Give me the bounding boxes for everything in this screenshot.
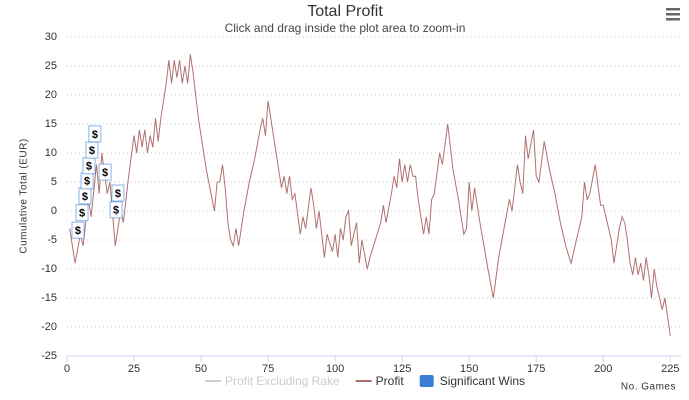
legend-item[interactable]: Profit	[355, 374, 405, 388]
menu-bar	[666, 18, 680, 21]
flag-box	[88, 125, 102, 143]
significant-win-flag: $	[109, 201, 123, 219]
legend-label: Significant Wins	[440, 374, 525, 388]
flag-box	[111, 184, 125, 202]
x-tick-label: 0	[64, 363, 70, 375]
significant-win-flag: $	[88, 125, 102, 143]
significant-win-flag: $	[75, 204, 89, 222]
chart-title: Total Profit	[307, 3, 383, 20]
legend-symbol	[419, 375, 434, 387]
significant-win-flag: $	[98, 163, 112, 181]
x-tick-label: 25	[128, 363, 140, 375]
y-tick-label: 15	[45, 118, 57, 130]
flag-text: $	[84, 176, 90, 188]
chart-subtitle: Click and drag inside the plot area to z…	[225, 21, 466, 35]
y-tick-label: -5	[47, 234, 57, 246]
flag-box	[109, 201, 123, 219]
x-tick-label: 200	[594, 363, 612, 375]
y-tick-label: 5	[51, 176, 57, 188]
significant-win-flag: $	[78, 187, 92, 205]
y-tick-label: -25	[41, 350, 57, 362]
y-tick-label: 25	[45, 60, 57, 72]
legend-label: Profit Excluding Rake	[225, 374, 340, 388]
significant-win-flag: $	[80, 172, 94, 190]
x-tick-label: 125	[393, 363, 411, 375]
flag-text: $	[113, 205, 119, 217]
menu-button[interactable]	[664, 6, 682, 24]
flag-text: $	[86, 161, 92, 173]
significant-win-flag: $	[111, 184, 125, 202]
flag-box	[71, 221, 85, 239]
profit-line	[69, 54, 671, 336]
y-tick-label: -20	[41, 321, 57, 333]
flag-box	[75, 204, 89, 222]
legend-label: Profit	[376, 374, 405, 388]
y-tick-label: 10	[45, 147, 57, 159]
x-tick-label: 50	[195, 363, 207, 375]
flag-text: $	[115, 188, 121, 200]
menu-bar	[666, 13, 680, 16]
x-tick-label: 225	[661, 363, 679, 375]
x-tick-label: 150	[460, 363, 478, 375]
x-tick-label: 75	[262, 363, 274, 375]
flag-text: $	[79, 208, 85, 220]
menu-bar	[666, 8, 680, 11]
y-tick-label: 30	[45, 31, 57, 43]
flag-box	[98, 163, 112, 181]
y-tick-label: -15	[41, 292, 57, 304]
y-tick-label: 0	[51, 205, 57, 217]
flag-text: $	[89, 145, 95, 157]
y-tick-label: 20	[45, 89, 57, 101]
significant-win-flag: $	[85, 141, 99, 159]
significant-win-flag: $	[82, 157, 96, 175]
x-tick-label: 100	[326, 363, 344, 375]
legend: Profit Excluding Rake Profit Significant W…	[204, 374, 525, 388]
legend-item[interactable]: Profit Excluding Rake	[204, 374, 340, 388]
x-axis-label: No. Games	[621, 382, 676, 393]
legend-item[interactable]: Significant Wins	[419, 374, 525, 388]
y-tick-label: -10	[41, 263, 57, 275]
flag-text: $	[102, 167, 108, 179]
significant-win-flag: $	[71, 221, 85, 239]
y-axis-label: Cumulative Total (EUR)	[19, 138, 30, 253]
x-tick-label: 175	[527, 363, 545, 375]
flag-text: $	[82, 191, 88, 203]
flag-text: $	[92, 129, 98, 141]
flag-text: $	[75, 225, 81, 237]
